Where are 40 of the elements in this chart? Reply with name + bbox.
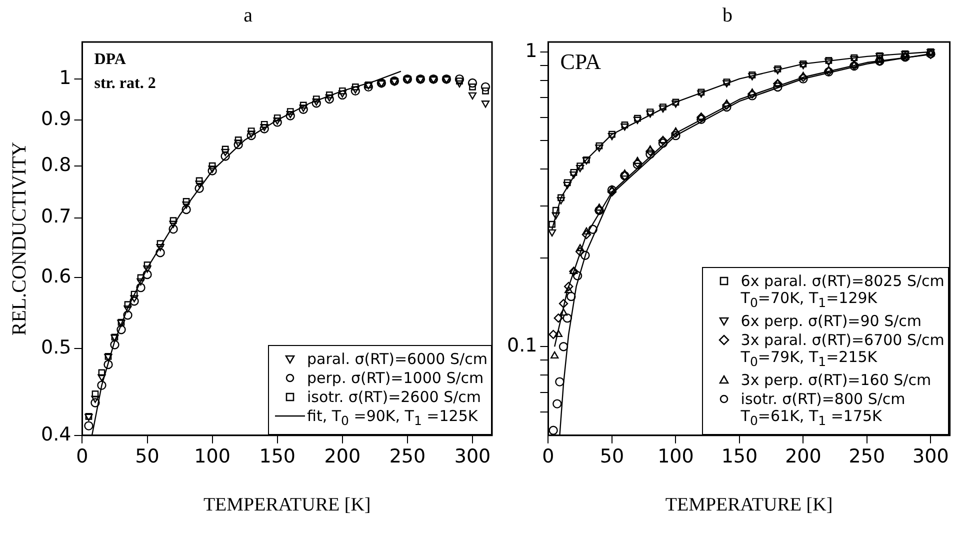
chart-title: b <box>722 4 732 26</box>
x-axis-title: TEMPERATURE [K] <box>665 494 833 516</box>
x-tick-label: 300 <box>912 446 949 468</box>
legend-label: 6x paral. σ(RT)=8025 S/cm T$_{0}$=70K, T$_{1}$=129K <box>740 272 944 312</box>
x-tick-label: 150 <box>721 446 758 468</box>
x-tick-label: 0 <box>76 446 88 468</box>
annotation: str. rat. 2 <box>94 75 156 92</box>
legend-label: fit, T$_{0}$ =90K, T$_{1}$ =125K <box>307 407 478 430</box>
legend-label: perp. σ(RT)=1000 S/cm <box>307 369 484 388</box>
x-tick-label: 200 <box>785 446 822 468</box>
x-tick-label: 100 <box>658 446 694 468</box>
x-tick-label: 250 <box>848 446 886 468</box>
legend-label: 6x perp. σ(RT)=90 S/cm <box>740 312 922 330</box>
legend-label: paral. σ(RT)=6000 S/cm <box>307 350 488 368</box>
x-tick-label: 50 <box>600 446 624 468</box>
y-tick-label: 0.5 <box>41 336 72 359</box>
annotation: DPA <box>94 51 126 68</box>
y-tick-label: 0.6 <box>41 266 72 288</box>
x-axis-title: TEMPERATURE [K] <box>203 494 371 516</box>
legend-label: 3x perp. σ(RT)=160 S/cm <box>740 371 932 390</box>
x-tick-label: 200 <box>324 446 361 468</box>
y-tick-label: 0.8 <box>41 154 72 176</box>
chart-title: a <box>244 4 253 26</box>
y-axis-title: REL.CONDUCTIVITY <box>8 142 30 336</box>
legend-label: isotr. σ(RT)=2600 S/cm <box>307 388 482 406</box>
x-tick-label: 0 <box>542 446 554 468</box>
y-tick-label: 0.7 <box>41 206 72 228</box>
x-tick-label: 100 <box>194 446 230 468</box>
x-tick-label: 50 <box>135 446 160 468</box>
y-tick-label: 0.9 <box>41 108 72 130</box>
y-tick-label: 0.4 <box>41 423 72 446</box>
legend-label: isotr. σ(RT)=800 S/cm T$_{0}$=61K, T$_{1}$ =175K <box>740 390 906 430</box>
annotation: CPA <box>560 48 602 74</box>
x-tick-label: 250 <box>389 446 426 468</box>
y-tick-label: 1 <box>59 67 72 90</box>
x-tick-label: 300 <box>454 446 491 468</box>
y-tick-label: 1 <box>525 40 538 62</box>
legend-label: 3x paral. σ(RT)=6700 S/cm T$_{0}$=79K, T$_{1}$=215K <box>740 331 944 370</box>
x-tick-label: 150 <box>259 446 296 468</box>
y-tick-label: 0.1 <box>507 334 538 357</box>
